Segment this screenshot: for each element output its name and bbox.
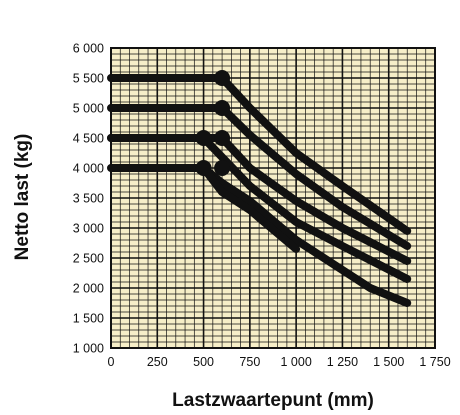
series-line-1 [107, 74, 412, 235]
data-point-marker-2 [214, 100, 231, 116]
y-tick-label: 2 000 [73, 282, 104, 296]
y-tick-label: 5 500 [73, 72, 104, 86]
series-line-6 [199, 164, 301, 253]
x-tick-labels: 0 250 500 750 1 000 1 250 1 500 1 750 [108, 355, 451, 369]
data-point-marker-5 [195, 160, 212, 176]
x-tick-label: 1 250 [327, 355, 358, 369]
x-tick-label: 1 000 [281, 355, 312, 369]
series-layer [107, 74, 412, 307]
y-tick-label: 4 000 [73, 162, 104, 176]
x-axis-title: Lastzwaartepunt (mm) [172, 390, 374, 411]
y-tick-label: 1 000 [73, 342, 104, 356]
data-point-marker-1 [214, 70, 231, 86]
x-tick-label: 1 750 [419, 355, 450, 369]
x-tick-label: 250 [147, 355, 168, 369]
y-tick-label: 6 000 [73, 42, 104, 56]
series-line-4 [107, 134, 412, 283]
y-tick-label: 3 500 [73, 192, 104, 206]
y-axis-title: Netto last (kg) [12, 134, 33, 261]
x-tick-label: 750 [239, 355, 260, 369]
marker-layer [195, 70, 231, 176]
y-tick-label: 2 500 [73, 252, 104, 266]
x-tick-label: 0 [108, 355, 115, 369]
plot-frame [110, 47, 436, 349]
x-tick-label: 500 [193, 355, 214, 369]
data-point-marker-4 [195, 130, 212, 146]
y-tick-labels: 1 000 1 500 2 000 2 500 3 000 3 500 4 000 4 500… [73, 42, 104, 356]
y-tick-label: 3 000 [73, 222, 104, 236]
series-line-2 [107, 104, 412, 250]
y-tick-label: 4 500 [73, 132, 104, 146]
data-point-marker-6 [214, 160, 231, 176]
y-tick-label: 1 500 [73, 312, 104, 326]
data-point-marker-3 [214, 130, 231, 146]
x-tick-label: 1 500 [373, 355, 404, 369]
y-tick-label: 5 000 [73, 102, 104, 116]
